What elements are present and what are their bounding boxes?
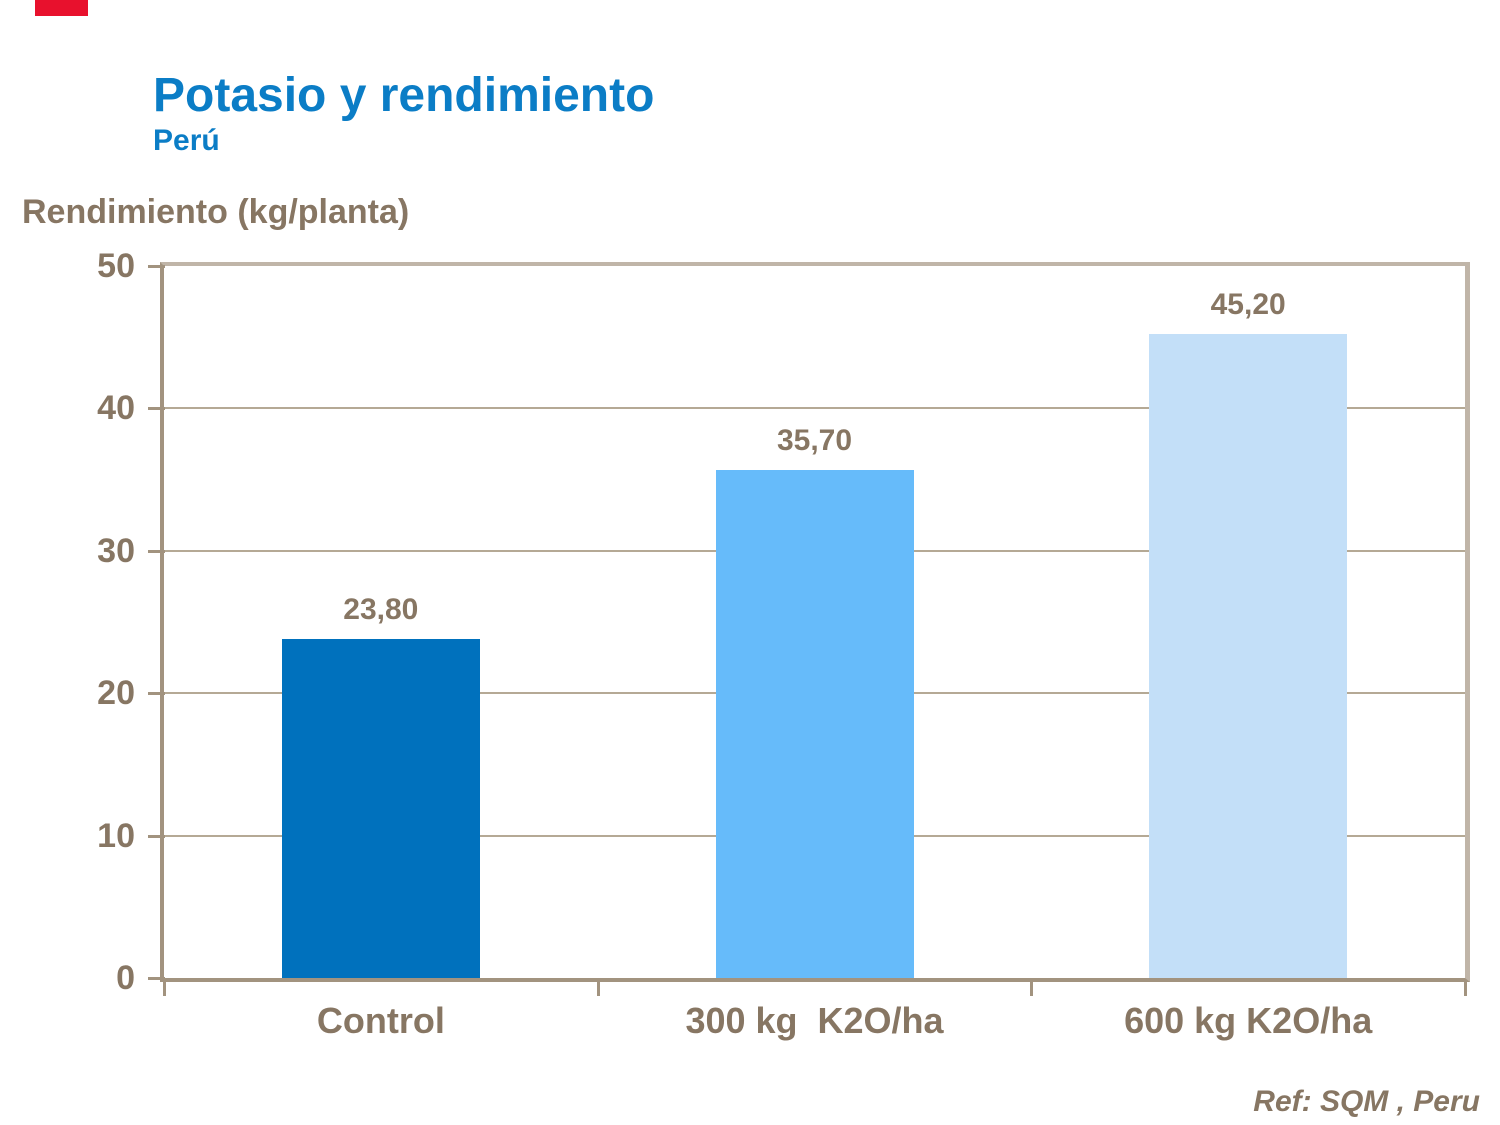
y-tick-mark (148, 265, 165, 268)
y-tick-label: 40 (97, 389, 135, 428)
x-tick-mark (1464, 982, 1467, 996)
bar (281, 639, 480, 978)
x-tick-mark (596, 982, 600, 996)
y-tick-label: 10 (97, 816, 135, 855)
y-tick-mark (148, 834, 165, 838)
x-category-label: 600 kg K2O/ha (1124, 1000, 1373, 1041)
y-tick-label: 50 (97, 247, 135, 285)
bar (715, 469, 914, 978)
chart-title: Potasio y rendimiento (153, 69, 655, 122)
bar-value-label: 45,20 (1210, 288, 1286, 322)
red-corner-mark (35, 0, 88, 16)
x-tick-mark (1030, 982, 1034, 996)
y-tick-mark (148, 977, 165, 980)
y-tick-mark (148, 692, 165, 696)
y-tick-mark (148, 407, 165, 411)
bar-value-label: 35,70 (776, 423, 853, 457)
gridline (164, 407, 1465, 410)
plot-area: 0 10 20 30 40 50 23,80 Control 35,70 300 kg K2O/h… (97, 247, 1470, 1041)
x-category-label: 300 kg K2O/ha (685, 1000, 944, 1041)
y-tick-mark (148, 549, 165, 553)
chart-subtitle: Perú (153, 124, 220, 157)
y-tick-label: 20 (97, 674, 135, 713)
x-tick-mark (163, 982, 166, 996)
y-tick-label: 30 (97, 531, 135, 570)
y-tick-label: 0 (116, 959, 135, 997)
x-category-label: Control (316, 1000, 445, 1041)
reference-text: Ref: SQM , Peru (1253, 1085, 1480, 1118)
y-axis-title: Rendimiento (kg/planta) (22, 193, 410, 231)
bar (1149, 334, 1348, 978)
bar-value-label: 23,80 (343, 593, 419, 627)
